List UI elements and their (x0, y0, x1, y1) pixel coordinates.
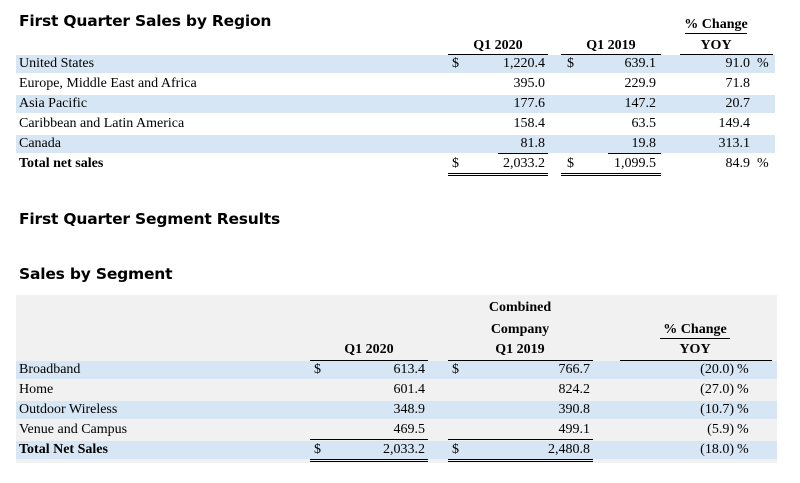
segment-row-label: Broadband (19, 362, 81, 377)
segment-row-q1-2019: 824.2 (558, 382, 591, 397)
region-row-label: Caribbean and Latin America (19, 116, 185, 131)
region-row-change: 20.7 (725, 96, 751, 111)
header-rule (561, 54, 661, 55)
region-row-q1-2019: 229.9 (624, 76, 657, 91)
region-row-q1-2020: 1,220.4 (503, 56, 545, 71)
segment-total-change: (18.0) (700, 442, 734, 457)
total-double-rule (448, 173, 548, 176)
subtotal-rule (310, 439, 428, 440)
header-rule (448, 360, 593, 361)
segment-section-subtitle: Sales by Segment (19, 265, 173, 283)
segment-row-q1-2020: 601.4 (393, 382, 426, 397)
percent-sign: % (737, 402, 749, 417)
row-highlight (16, 55, 775, 73)
segment-section-title: First Quarter Segment Results (19, 210, 280, 228)
total-double-rule (310, 459, 428, 462)
currency-symbol: $ (567, 156, 574, 171)
segment-row-change: (10.7) (700, 402, 734, 417)
segment-row-q1-2020: 348.9 (393, 402, 426, 417)
segment-col-combined-line1: Combined (488, 300, 552, 315)
region-row-q1-2019: 639.1 (624, 56, 657, 71)
percent-sign: % (737, 382, 749, 397)
segment-col-q1-2020: Q1 2020 (344, 342, 394, 357)
subtotal-rule (608, 153, 661, 154)
region-row-q1-2020: 158.4 (513, 116, 546, 131)
currency-symbol: $ (452, 362, 459, 377)
region-table-title: First Quarter Sales by Region (19, 12, 272, 30)
region-col-change-line2: YOY (700, 38, 732, 53)
segment-table-background (16, 295, 777, 463)
region-row-q1-2019: 147.2 (624, 96, 657, 111)
header-rule (448, 54, 548, 55)
segment-row-change: (5.9) (707, 422, 734, 437)
region-row-change: 71.8 (725, 76, 751, 91)
region-row-label: Europe, Middle East and Africa (19, 76, 197, 91)
total-double-rule (561, 173, 661, 176)
region-row-q1-2020: 81.8 (520, 136, 546, 151)
segment-col-combined-line2: Company (490, 322, 550, 337)
region-row-label: Asia Pacific (19, 96, 88, 111)
region-row-q1-2019: 19.8 (631, 136, 657, 151)
row-highlight (16, 361, 777, 379)
segment-col-combined-line3: Q1 2019 (495, 342, 545, 357)
header-rule (680, 54, 773, 55)
region-row-q1-2020: 395.0 (513, 76, 546, 91)
underline (660, 338, 730, 339)
segment-row-change: (20.0) (700, 362, 734, 377)
subtotal-rule (498, 153, 548, 154)
segment-col-change-line1: % Change (663, 322, 727, 337)
subtotal-rule (448, 439, 593, 440)
region-col-q1-2020: Q1 2020 (473, 38, 523, 53)
segment-total-label: Total Net Sales (19, 442, 108, 457)
segment-total-q1-2019: 2,480.8 (548, 442, 590, 457)
segment-row-q1-2020: 469.5 (393, 422, 426, 437)
row-highlight (16, 401, 777, 419)
currency-symbol: $ (314, 362, 321, 377)
total-double-rule (448, 459, 593, 462)
segment-row-q1-2019: 499.1 (558, 422, 591, 437)
region-row-q1-2019: 63.5 (631, 116, 657, 131)
segment-row-change: (27.0) (700, 382, 734, 397)
segment-row-label: Outdoor Wireless (19, 402, 118, 417)
row-highlight (16, 95, 775, 113)
segment-row-label: Venue and Campus (19, 422, 128, 437)
region-row-change: 149.4 (718, 116, 751, 131)
currency-symbol: $ (314, 442, 321, 457)
percent-sign: % (737, 422, 749, 437)
currency-symbol: $ (452, 156, 459, 171)
segment-total-q1-2020: 2,033.2 (383, 442, 425, 457)
region-total-label: Total net sales (19, 156, 104, 171)
currency-symbol: $ (567, 56, 574, 71)
region-row-label: United States (19, 56, 95, 71)
row-highlight (16, 441, 777, 459)
percent-sign: % (737, 362, 749, 377)
region-total-change: 84.9 (725, 156, 751, 171)
segment-col-change-line2: YOY (679, 342, 711, 357)
header-rule (620, 360, 772, 361)
currency-symbol: $ (452, 442, 459, 457)
region-col-q1-2019: Q1 2019 (586, 38, 636, 53)
region-row-change: 91.0 (725, 56, 751, 71)
header-rule (310, 360, 428, 361)
segment-row-q1-2020: 613.4 (393, 362, 426, 377)
region-row-change: 313.1 (718, 136, 751, 151)
percent-sign: % (757, 156, 769, 171)
segment-row-q1-2019: 766.7 (558, 362, 591, 377)
segment-row-q1-2019: 390.8 (558, 402, 591, 417)
row-highlight (16, 135, 775, 153)
region-total-q1-2019: 1,099.5 (614, 156, 656, 171)
underline (685, 33, 747, 34)
segment-row-label: Home (19, 382, 54, 397)
currency-symbol: $ (452, 56, 459, 71)
percent-sign: % (737, 442, 749, 457)
region-col-change-line1: % Change (684, 17, 748, 32)
region-total-q1-2020: 2,033.2 (503, 156, 545, 171)
percent-sign: % (757, 56, 769, 71)
region-row-label: Canada (19, 136, 61, 151)
region-row-q1-2020: 177.6 (513, 96, 546, 111)
